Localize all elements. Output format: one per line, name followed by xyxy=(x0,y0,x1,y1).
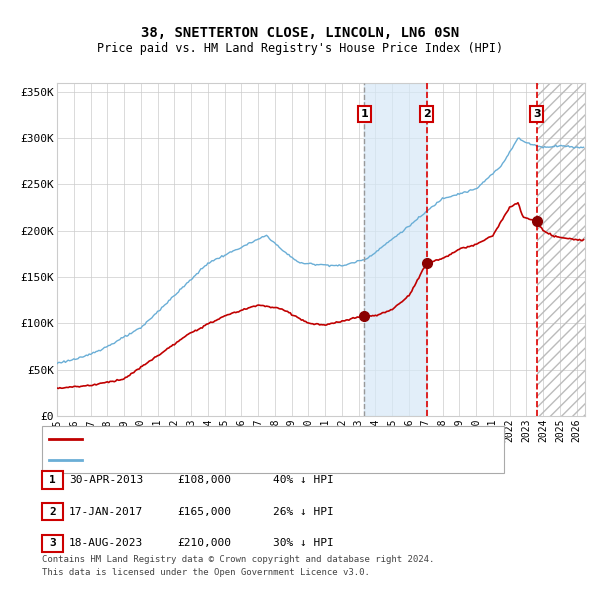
Text: Contains HM Land Registry data © Crown copyright and database right 2024.: Contains HM Land Registry data © Crown c… xyxy=(42,555,434,564)
Text: 2: 2 xyxy=(49,507,56,516)
Text: 1: 1 xyxy=(49,475,56,484)
Text: 3: 3 xyxy=(533,109,541,119)
Text: 38, SNETTERTON CLOSE, LINCOLN, LN6 0SN (detached house): 38, SNETTERTON CLOSE, LINCOLN, LN6 0SN (… xyxy=(87,434,431,444)
Bar xyxy=(364,83,427,416)
Text: 30-APR-2013: 30-APR-2013 xyxy=(69,475,143,484)
Text: 3: 3 xyxy=(49,539,56,548)
Text: 1: 1 xyxy=(361,109,368,119)
Text: £165,000: £165,000 xyxy=(177,507,231,516)
Text: £108,000: £108,000 xyxy=(177,475,231,484)
Bar xyxy=(537,83,585,416)
Text: 40% ↓ HPI: 40% ↓ HPI xyxy=(273,475,334,484)
Text: Price paid vs. HM Land Registry's House Price Index (HPI): Price paid vs. HM Land Registry's House … xyxy=(97,42,503,55)
Text: 38, SNETTERTON CLOSE, LINCOLN, LN6 0SN: 38, SNETTERTON CLOSE, LINCOLN, LN6 0SN xyxy=(141,26,459,40)
Text: 18-AUG-2023: 18-AUG-2023 xyxy=(69,539,143,548)
Text: This data is licensed under the Open Government Licence v3.0.: This data is licensed under the Open Gov… xyxy=(42,568,370,577)
Text: 2: 2 xyxy=(423,109,430,119)
Text: £210,000: £210,000 xyxy=(177,539,231,548)
Text: 30% ↓ HPI: 30% ↓ HPI xyxy=(273,539,334,548)
Text: 17-JAN-2017: 17-JAN-2017 xyxy=(69,507,143,516)
Text: 26% ↓ HPI: 26% ↓ HPI xyxy=(273,507,334,516)
Text: HPI: Average price, detached house, Lincoln: HPI: Average price, detached house, Linc… xyxy=(87,455,356,465)
